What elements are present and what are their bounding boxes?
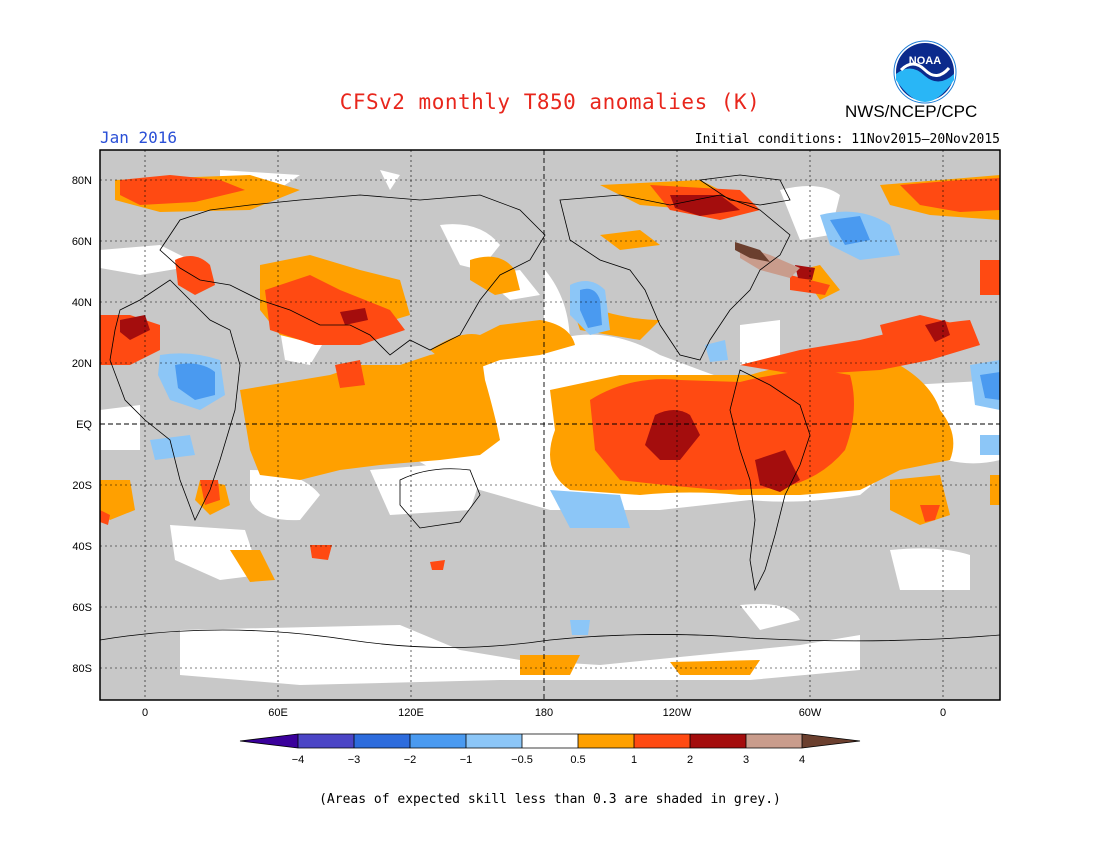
latitude-labels: 80N 60N 40N 20N EQ 20S 40S 60S 80S [72, 175, 93, 675]
target-month-label: Jan 2016 [100, 128, 178, 147]
lat-label: 60S [72, 602, 92, 614]
colorbar-segment [690, 734, 746, 748]
lon-label: 0 [142, 707, 148, 719]
colorbar-segment [298, 734, 354, 748]
lon-label: 60E [268, 707, 288, 719]
graticule [100, 150, 1000, 700]
colorbar-label: −4 [292, 754, 305, 766]
colorbar-segment [746, 734, 802, 748]
initial-conditions-label: Initial conditions: 11Nov2015—20Nov2015 [694, 132, 1000, 147]
colorbar-segment [354, 734, 410, 748]
colorbar-segment [802, 734, 860, 748]
lat-label: 80S [72, 663, 92, 675]
colorbar-segment [578, 734, 634, 748]
logo-text: NOAA [909, 55, 941, 67]
colorbar-label: 2 [687, 754, 693, 766]
lon-label: 180 [535, 707, 553, 719]
lat-label: 80N [72, 175, 92, 187]
lat-label: 60N [72, 236, 92, 248]
colorbar-segment [466, 734, 522, 748]
noaa-logo: NOAA [893, 40, 957, 108]
lon-label: 60W [799, 707, 822, 719]
lat-label: 40S [72, 541, 92, 553]
anomaly-above-4-areas [735, 242, 770, 262]
colorbar-label: 3 [743, 754, 749, 766]
lat-label: 40N [72, 297, 92, 309]
colorbar-label: −0.5 [511, 754, 533, 766]
colorbar: −4 −3 −2 −1 −0.5 0.5 1 2 3 4 [235, 733, 865, 777]
lat-label: 20N [72, 358, 92, 370]
colorbar-label: 1 [631, 754, 637, 766]
anomaly-2-to-3-areas [120, 195, 950, 492]
anomaly-neg1-to-neg2-areas [175, 216, 1000, 400]
coastlines [100, 174, 1000, 648]
longitude-labels: 0 60E 120E 180 120W 60W 0 [142, 707, 946, 719]
anomaly-map: 80N 60N 40N 20N EQ 20S 40S 60S 80S 0 60E… [72, 149, 1040, 754]
colorbar-segment [410, 734, 466, 748]
chart-title: CFSv2 monthly T850 anomalies (K) [339, 90, 761, 114]
map-border [99, 149, 1001, 701]
colorbar-segment [634, 734, 690, 748]
skill-footnote: (Areas of expected skill less than 0.3 a… [319, 792, 781, 807]
agency-label: NWS/NCEP/CPC [845, 102, 978, 121]
colorbar-label: −3 [348, 754, 361, 766]
colorbar-label: 0.5 [570, 754, 585, 766]
colorbar-segment [240, 734, 298, 748]
colorbar-label: −1 [460, 754, 473, 766]
lat-label: 20S [72, 480, 92, 492]
lon-label: 120E [398, 707, 424, 719]
colorbar-label: −2 [404, 754, 417, 766]
lon-label: 120W [663, 707, 692, 719]
colorbar-segment [522, 734, 578, 748]
equator-dateline [100, 150, 1000, 700]
lon-label: 0 [940, 707, 946, 719]
colorbar-label: 4 [799, 754, 805, 766]
lat-label: EQ [76, 419, 92, 431]
